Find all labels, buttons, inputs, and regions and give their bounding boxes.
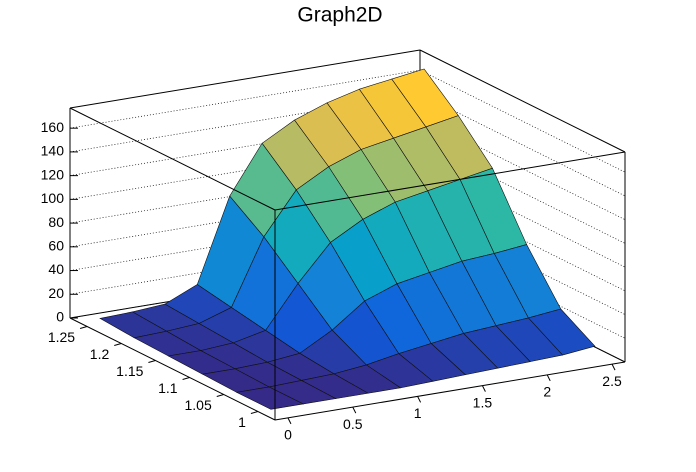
surface-cell xyxy=(235,386,305,410)
x-tick-label: 0 xyxy=(284,427,292,443)
z-tick-label: 120 xyxy=(41,166,65,182)
frame-line xyxy=(274,151,626,211)
y-tick-label: 1.25 xyxy=(48,329,75,345)
frame-line xyxy=(274,361,626,421)
y-tick-label: 1.2 xyxy=(90,346,110,362)
tick-mark xyxy=(79,326,88,329)
tick-mark xyxy=(481,385,486,392)
y-tick-label: 1.05 xyxy=(185,397,212,413)
z-tick-label: 40 xyxy=(48,261,64,277)
x-tick-label: 2.5 xyxy=(602,373,622,389)
y-tick-label: 1.1 xyxy=(158,380,178,396)
x-tick-label: 2 xyxy=(543,384,551,400)
tick-mark xyxy=(114,343,122,346)
frame-line xyxy=(69,317,276,421)
tick-mark xyxy=(352,406,357,414)
tick-mark xyxy=(182,377,190,380)
z-tick-label: 160 xyxy=(41,119,65,135)
tick-mark xyxy=(546,374,551,382)
frame-line xyxy=(69,107,276,211)
x-tick-label: 1.5 xyxy=(473,394,493,410)
z-tick-label: 60 xyxy=(48,238,64,254)
tick-mark xyxy=(250,411,259,414)
z-tick-label: 100 xyxy=(41,190,65,206)
y-tick-label: 1.15 xyxy=(116,363,143,379)
tick-mark xyxy=(216,394,224,397)
tick-mark xyxy=(417,396,422,403)
z-tick-label: 80 xyxy=(48,214,64,230)
z-tick-label: 140 xyxy=(41,143,65,159)
z-tick-label: 0 xyxy=(56,309,64,325)
y-tick-label: 1 xyxy=(238,414,246,430)
tick-mark xyxy=(611,363,616,371)
x-tick-label: 0.5 xyxy=(343,416,363,432)
z-tick-label: 20 xyxy=(48,285,64,301)
x-tick-label: 1 xyxy=(414,405,422,421)
frame-line xyxy=(69,49,421,109)
frame-line xyxy=(419,49,626,153)
chart-title: Graph2D xyxy=(297,4,382,27)
tick-mark xyxy=(287,417,292,425)
tick-mark xyxy=(148,360,156,363)
